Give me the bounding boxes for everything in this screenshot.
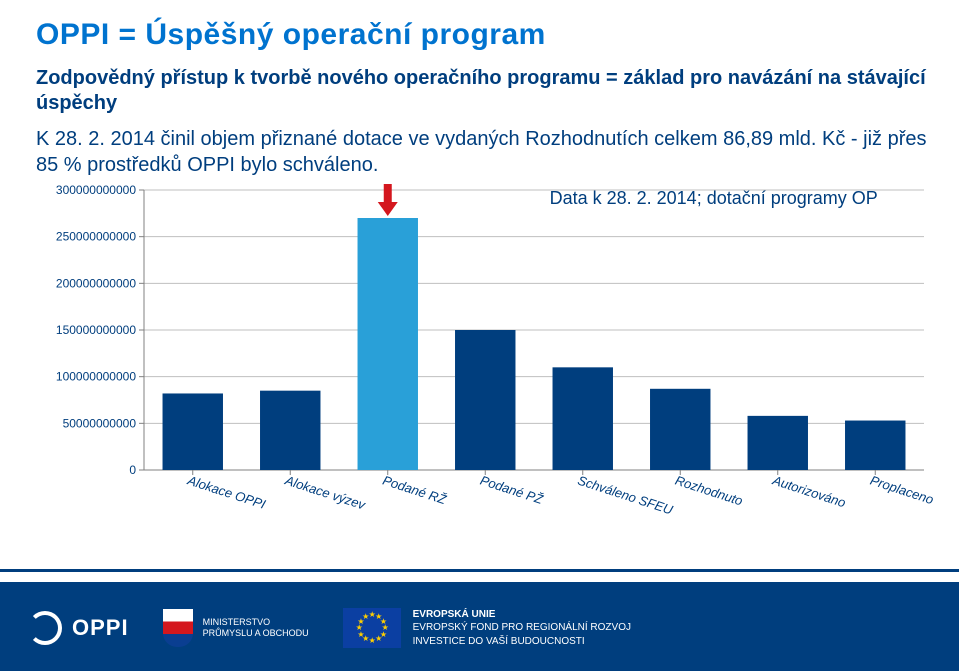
eu-flag-icon: ★★★★★★★★★★★★ bbox=[343, 608, 401, 648]
eu-block: ★★★★★★★★★★★★ EVROPSKÁ UNIE EVROPSKÝ FOND… bbox=[343, 608, 631, 649]
bar bbox=[748, 416, 808, 470]
bar bbox=[553, 367, 613, 470]
ministry-line2: PRŮMYSLU A OBCHODU bbox=[203, 628, 309, 639]
brand-ring-icon bbox=[28, 611, 62, 645]
x-tick-label: Schváleno SFEU bbox=[576, 473, 675, 518]
chart-note: Data k 28. 2. 2014; dotační programy OP bbox=[550, 188, 878, 209]
x-tick-label: Alokace výzev bbox=[282, 472, 368, 513]
footer-gap bbox=[0, 572, 959, 582]
x-tick-label: Proplaceno bbox=[868, 473, 935, 508]
bar bbox=[163, 393, 223, 470]
x-tick-label: Podané RŽ bbox=[381, 473, 449, 508]
y-tick-label: 150000000000 bbox=[56, 323, 136, 337]
bar-chart: 0 50000000000 100000000000 150000000000 2000… bbox=[24, 176, 927, 536]
bar bbox=[845, 421, 905, 470]
y-tick-label: 250000000000 bbox=[56, 230, 136, 244]
brand-logo: OPPI bbox=[28, 611, 129, 645]
x-tick-label: Autorizováno bbox=[770, 472, 848, 510]
y-tick-label: 200000000000 bbox=[56, 276, 136, 290]
eu-line1: EVROPSKÁ UNIE bbox=[413, 608, 631, 622]
ministry-block: MINISTERSTVO PRŮMYSLU A OBCHODU bbox=[163, 609, 309, 647]
subtitle: Zodpovědný přístup k tvorbě nového opera… bbox=[36, 66, 927, 116]
footer: OPPI MINISTERSTVO PRŮMYSLU A OBCHODU ★★★… bbox=[0, 585, 959, 671]
eu-line3: INVESTICE DO VAŠÍ BUDOUCNOSTI bbox=[413, 635, 631, 649]
paragraph: K 28. 2. 2014 činil objem přiznané dotac… bbox=[36, 126, 927, 178]
bar bbox=[260, 391, 320, 470]
y-tick-label: 50000000000 bbox=[63, 416, 137, 430]
ministry-line1: MINISTERSTVO bbox=[203, 617, 309, 628]
eu-line2: EVROPSKÝ FOND PRO REGIONÁLNÍ ROZVOJ bbox=[413, 621, 631, 635]
arrow-icon bbox=[378, 184, 398, 216]
x-tick-label: Podané PŽ bbox=[478, 473, 546, 508]
y-tick-label: 100000000000 bbox=[56, 370, 136, 384]
brand-text: OPPI bbox=[72, 615, 129, 641]
bar bbox=[455, 330, 515, 470]
y-tick-label: 300000000000 bbox=[56, 183, 136, 197]
bar bbox=[358, 218, 418, 470]
y-tick-label: 0 bbox=[129, 463, 136, 477]
page-title: OPPI = Úspěšný operační program bbox=[36, 18, 927, 52]
bar bbox=[650, 389, 710, 470]
crest-icon bbox=[163, 609, 193, 647]
x-tick-label: Rozhodnuto bbox=[673, 473, 744, 509]
x-tick-label: Alokace OPPI bbox=[185, 472, 268, 512]
